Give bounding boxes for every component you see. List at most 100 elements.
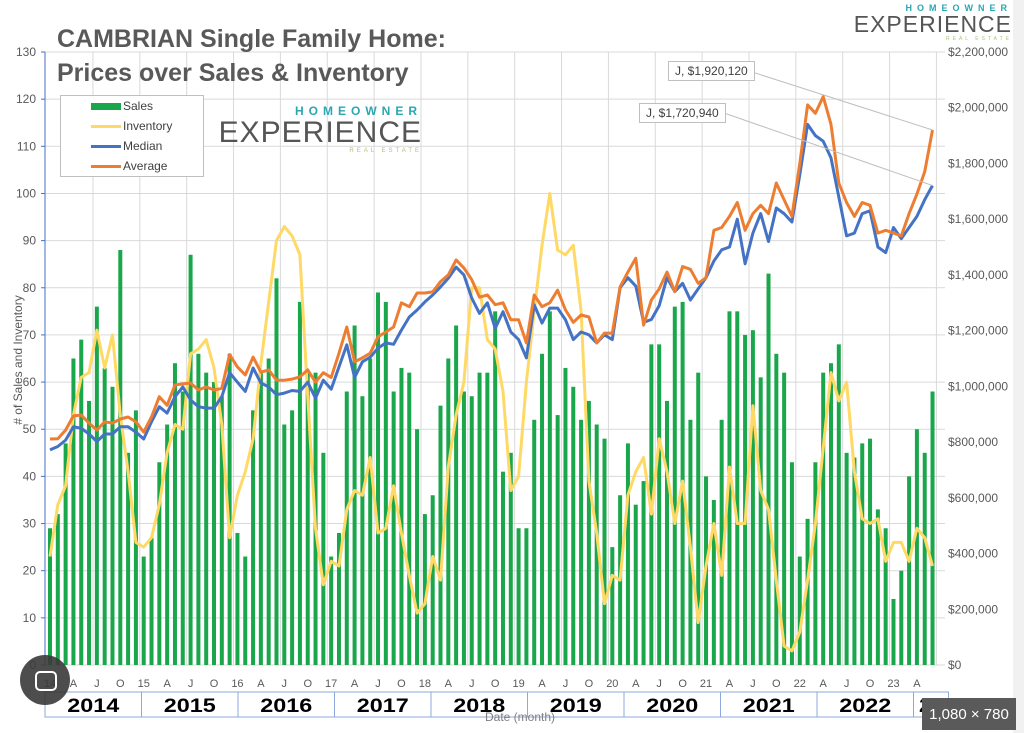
x-month-label: O [397, 678, 406, 690]
bar-sales [329, 556, 334, 665]
logo-bottom-text: REAL ESTATE [349, 148, 422, 154]
legend-swatch-sales [91, 102, 121, 110]
bar-sales [657, 344, 662, 665]
x-month-label: A [726, 678, 734, 690]
y2-tick-label: $2,200,000 [948, 45, 1008, 59]
legend-label: Inventory [123, 119, 173, 133]
x-month-label: O [866, 678, 875, 690]
bar-sales [165, 424, 170, 665]
bar-sales [243, 556, 248, 665]
bar-sales [126, 452, 131, 665]
bar-sales [907, 476, 912, 665]
bar-sales [55, 514, 60, 665]
bar-sales [743, 334, 748, 665]
bar-sales [196, 353, 201, 665]
line-average [49, 95, 934, 441]
y2-tick-label: $2,000,000 [948, 101, 1008, 115]
bar-sales [204, 372, 209, 665]
bar-sales [321, 452, 326, 665]
x-month-label: A [820, 678, 828, 690]
bar-sales [63, 443, 68, 665]
x-month-label: 22 [794, 678, 806, 690]
bar-sales [758, 377, 763, 665]
x-month-label: J [844, 678, 850, 690]
bar-sales [227, 353, 232, 665]
year-label: 2016 [260, 696, 312, 717]
bar-sales [485, 372, 490, 665]
logo-bottom-text: REAL ESTATE [946, 36, 1012, 42]
x-month-label: O [772, 678, 781, 690]
bar-sales [766, 273, 771, 665]
bar-sales [930, 391, 935, 665]
x-month-label: 21 [700, 678, 712, 690]
y-tick-label: 10 [23, 611, 37, 625]
x-month-label: 16 [231, 678, 243, 690]
year-label: 2020 [646, 696, 698, 717]
bar-sales [251, 410, 256, 665]
bar-sales [899, 570, 904, 665]
annotation-leader-median [723, 112, 933, 186]
bar-sales [305, 372, 310, 665]
x-month-label: A [351, 678, 359, 690]
bar-sales [914, 429, 919, 665]
y-tick-label: 110 [17, 139, 36, 153]
bar-sales [602, 438, 607, 665]
bar-sales [446, 358, 451, 665]
bar-sales [774, 353, 779, 665]
legend-label: Average [123, 159, 168, 173]
y-axis-title: # of Sales and Inventory [11, 295, 25, 424]
x-month-label: J [188, 678, 194, 690]
bar-sales [735, 311, 740, 665]
bar-sales [797, 556, 802, 665]
bar-sales [290, 410, 295, 665]
image-size-badge: 1,080 × 780 [922, 698, 1016, 730]
bar-sales [493, 311, 498, 665]
bar-sales [868, 438, 873, 665]
x-month-label: O [116, 678, 125, 690]
y-tick-label: 50 [23, 422, 37, 436]
y-tick-label: 120 [16, 92, 36, 106]
bar-sales [696, 372, 701, 665]
bar-sales [297, 301, 302, 665]
legend-label: Median [123, 139, 163, 153]
bar-sales [336, 532, 341, 665]
bar-sales [87, 400, 92, 665]
bar-sales [391, 391, 396, 665]
x-month-label: A [257, 678, 265, 690]
bar-sales [415, 429, 420, 665]
lens-search-icon[interactable] [20, 655, 70, 705]
logo-center: HOMEOWNER EXPERIENCE REAL ESTATE [216, 104, 422, 154]
bar-sales [368, 358, 373, 665]
annotation-leader-average [751, 71, 933, 131]
y-tick-label: 60 [23, 375, 37, 389]
bar-sales [672, 306, 677, 665]
bar-sales [399, 367, 404, 665]
title-line-2: Prices over Sales & Inventory [57, 59, 409, 87]
year-label: 2021 [743, 696, 796, 717]
bar-sales [547, 311, 552, 665]
annotation-median-last: J, $1,720,940 [639, 103, 726, 123]
bar-sales [71, 358, 76, 665]
x-month-label: J [750, 678, 756, 690]
y-tick-label: 90 [23, 234, 37, 248]
bar-sales [454, 325, 459, 665]
chart-title: CAMBRIAN Single Family Home: Prices over… [57, 22, 446, 90]
legend-item-average: Average [91, 156, 167, 176]
bar-sales [79, 339, 84, 665]
bar-sales [258, 372, 263, 665]
scrollbar[interactable] [1013, 0, 1024, 733]
bar-sales [633, 504, 638, 665]
logo-top-text: HOMEOWNER [295, 104, 422, 118]
year-label: 2014 [67, 696, 120, 717]
annotation-average-last: J, $1,920,120 [668, 61, 755, 81]
legend-item-sales: Sales [91, 96, 153, 116]
y-tick-label: 30 [23, 517, 37, 531]
bar-sales [407, 372, 412, 665]
bar-sales [625, 443, 630, 665]
bar-sales [180, 391, 185, 665]
bar-sales [852, 457, 857, 665]
bar-sales [805, 518, 810, 665]
bar-sales [172, 363, 177, 665]
y2-tick-label: $400,000 [948, 547, 998, 561]
